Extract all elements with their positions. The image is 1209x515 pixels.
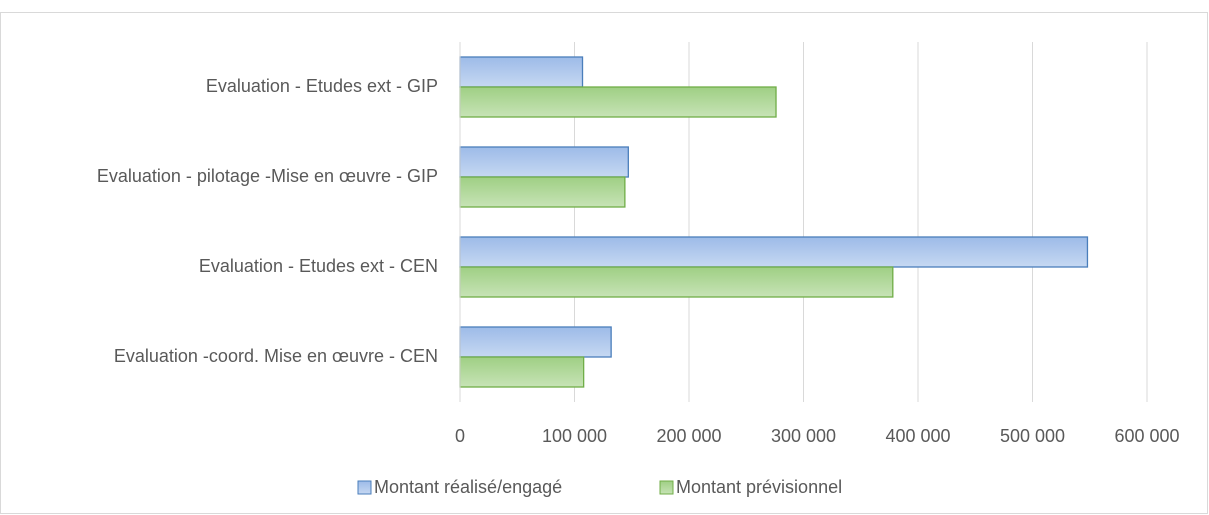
bar (459, 236, 1089, 268)
bar (459, 176, 626, 208)
x-tick-label: 300 000 (771, 426, 836, 446)
y-tick-label: Evaluation - pilotage -Mise en œuvre - G… (97, 166, 438, 186)
x-tick-label: 200 000 (656, 426, 721, 446)
legend-label: Montant prévisionnel (676, 477, 842, 497)
bar (459, 266, 894, 298)
legend-swatch (659, 480, 674, 495)
bar (459, 356, 585, 388)
legend-label: Montant réalisé/engagé (374, 477, 562, 497)
x-tick-label: 400 000 (885, 426, 950, 446)
x-tick-label: 600 000 (1114, 426, 1179, 446)
y-tick-label: Evaluation -coord. Mise en œuvre - CEN (114, 346, 438, 366)
bar (459, 146, 629, 178)
x-tick-label: 500 000 (1000, 426, 1065, 446)
x-tick-label: 0 (455, 426, 465, 446)
legend-swatch (357, 480, 372, 495)
x-tick-label: 100 000 (542, 426, 607, 446)
y-tick-label: Evaluation - Etudes ext - GIP (206, 76, 438, 96)
bar (459, 56, 584, 88)
bar (459, 86, 777, 118)
bar (459, 326, 612, 358)
y-tick-label: Evaluation - Etudes ext - CEN (199, 256, 438, 276)
